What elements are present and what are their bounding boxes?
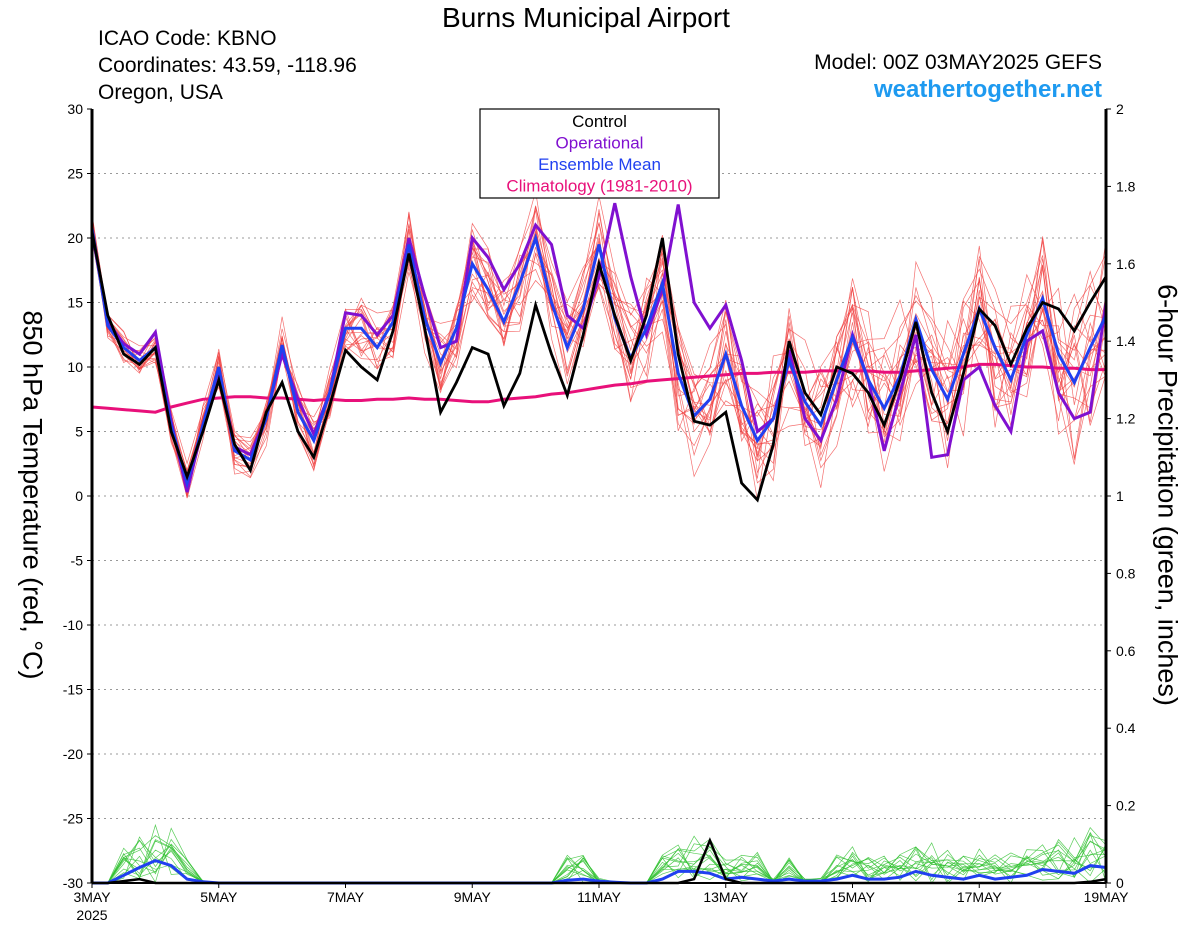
x-tick-label: 11MAY <box>577 889 621 905</box>
y-left-tick-label: 5 <box>75 424 83 440</box>
icao-code: ICAO Code: KBNO <box>98 27 277 50</box>
legend-climatology: Climatology (1981-2010) <box>506 177 692 196</box>
y-left-tick-label: 10 <box>67 359 83 375</box>
y-right-tick-label: 1 <box>1116 488 1124 504</box>
legend-ensemble-mean: Ensemble Mean <box>538 155 661 174</box>
y-left-tick-label: 15 <box>67 295 83 311</box>
precip-member-line <box>92 838 1107 884</box>
y-left-tick-label: 20 <box>67 230 83 246</box>
climatology-line <box>91 362 1106 414</box>
x-tick-label: 7MAY <box>327 889 365 905</box>
control-line <box>90 231 1108 503</box>
y-left-tick-label: 30 <box>67 101 83 117</box>
precip-member-line <box>92 826 1107 884</box>
y-right-tick-label: 1.8 <box>1116 178 1136 194</box>
x-tick-label: 17MAY <box>957 889 1003 905</box>
temp-member-line <box>91 215 1107 484</box>
y-left-tick-label: -5 <box>71 553 84 569</box>
y-left-tick-label: -20 <box>63 746 83 762</box>
y-left-tick-label: -25 <box>63 811 83 827</box>
temp-member-line <box>91 212 1107 484</box>
x-tick-label: 13MAY <box>703 889 749 905</box>
chart-title: Burns Municipal Airport <box>442 2 730 33</box>
y-right-tick-label: 0.4 <box>1116 720 1136 736</box>
temperature-ensemble-members <box>91 191 1107 501</box>
legend-operational: Operational <box>556 134 644 153</box>
x-tick-label: 3MAY <box>73 889 111 905</box>
y-right-tick-label: 1.2 <box>1116 411 1136 427</box>
model-run: Model: 00Z 03MAY2025 GEFS <box>814 51 1102 74</box>
region: Oregon, USA <box>98 81 223 104</box>
x-tick-label: 5MAY <box>200 889 238 905</box>
x-tick-label: 9MAY <box>454 889 492 905</box>
y-left-tick-label: -30 <box>63 875 83 891</box>
site-link[interactable]: weathertogether.net <box>873 76 1102 103</box>
y-left-tick-label: 25 <box>67 166 83 182</box>
precip-ensemble-mean-line <box>92 859 1107 885</box>
x-tick-year-label: 2025 <box>76 907 107 923</box>
y-left-tick-label: -15 <box>63 682 83 698</box>
x-tick-label: 19MAY <box>1084 889 1130 905</box>
precip-member-line <box>92 823 1107 884</box>
precip-member-line <box>92 827 1107 884</box>
legend-box <box>479 108 720 199</box>
x-tick-label: 15MAY <box>830 889 876 905</box>
y-right-tick-label: 0 <box>1116 875 1124 891</box>
y-left-tick-label: 0 <box>75 488 83 504</box>
temp-member-line <box>91 221 1107 472</box>
coordinates: Coordinates: 43.59, -118.96 <box>98 54 357 77</box>
legend-control: Control <box>572 112 627 131</box>
y-right-tick-label: 2 <box>1116 101 1124 117</box>
y-right-tick-label: 1.6 <box>1116 256 1136 272</box>
y-right-tick-label: 1.4 <box>1116 333 1136 349</box>
y-right-tick-label: 0.8 <box>1116 565 1136 581</box>
legend: Control Operational Ensemble Mean Climatolo… <box>479 108 720 199</box>
precipitation-ensemble-members <box>92 823 1107 884</box>
y-left-tick-label: -10 <box>63 617 83 633</box>
y-right-tick-label: 0.2 <box>1116 798 1136 814</box>
y-right-tick-label: 0.6 <box>1116 643 1136 659</box>
